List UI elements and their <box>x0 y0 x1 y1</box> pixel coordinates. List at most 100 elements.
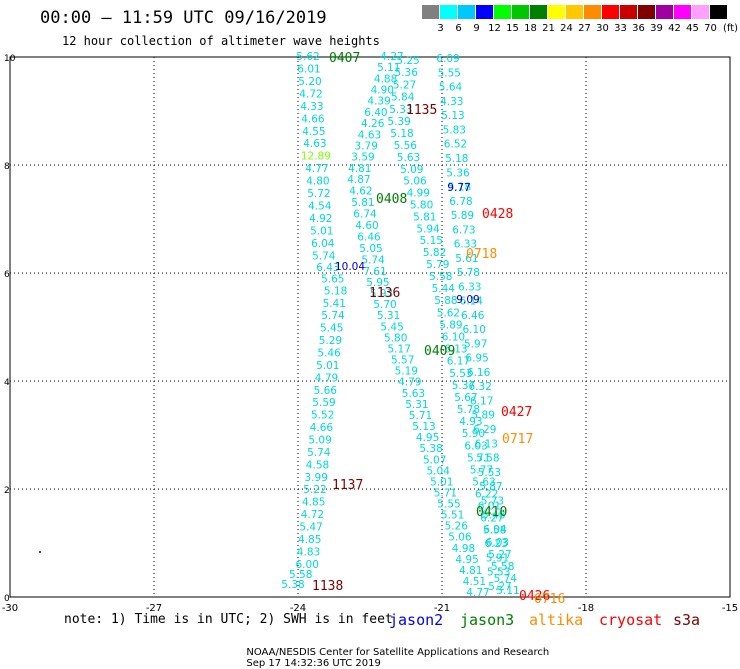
pass-label: 1138 <box>312 579 343 594</box>
track-value: 5.17 <box>388 344 411 356</box>
track-value: 5.39 <box>387 116 410 128</box>
track-value: 5.13 <box>412 421 435 433</box>
track-value: 6.23 <box>485 538 508 550</box>
track-value: 5.74 <box>312 250 336 262</box>
track-value: 4.27 <box>380 51 403 63</box>
timestamp-text: Sep 17 14:32:36 UTC 2019 <box>246 658 381 669</box>
track-value: 4.60 <box>355 220 378 232</box>
color-scale-label: 9 <box>473 23 480 34</box>
legend-item-altika: altika <box>529 611 584 629</box>
color-scale-swatch <box>548 5 565 19</box>
track-value: 5.89 <box>439 319 462 331</box>
track-value: 5.56 <box>394 140 418 152</box>
legend-item-cryosat: cryosat <box>599 611 663 629</box>
track-value: 5.94 <box>416 223 440 235</box>
track-value: 4.83 <box>297 546 320 558</box>
footnote: note: 1) Time is in UTC; 2) SWH is in fe… <box>64 612 393 627</box>
track-value: 5.55 <box>438 67 461 79</box>
track-value: 5.06 <box>403 176 427 188</box>
track-value: 5.47 <box>299 522 322 534</box>
track-value: 6.00 <box>296 559 319 571</box>
track-value: 5.88 <box>434 295 457 307</box>
track-value: 3.59 <box>351 152 374 164</box>
track-value: 5.05 <box>359 243 382 255</box>
track-value: 4.92 <box>309 213 332 225</box>
track-value: 5.77 <box>470 464 493 476</box>
y-tick-label: 10 <box>4 54 16 64</box>
color-scale-swatch <box>692 5 709 19</box>
track-value: 6.95 <box>465 353 488 365</box>
track-value: 5.71 <box>434 488 457 500</box>
track-value: 5.58 <box>289 569 312 581</box>
track-value: 5.84 <box>391 92 415 104</box>
track-value: 4.95 <box>416 432 439 444</box>
track-value: 5.78 <box>457 404 480 416</box>
color-scale-label: 39 <box>650 23 663 34</box>
track-value: 4.72 <box>299 88 322 100</box>
color-scale-swatch <box>422 5 439 19</box>
track-value: 5.44 <box>432 283 456 295</box>
track-value: 5.04 <box>427 465 451 477</box>
track-value: 5.13 <box>441 110 464 122</box>
track-value: 5.26 <box>445 521 469 533</box>
track-value: 6.03 <box>464 440 487 452</box>
track-value: 5.09 <box>308 435 331 447</box>
track-value: 7.61 <box>363 266 386 278</box>
color-scale-swatch <box>566 5 583 19</box>
track-value: 4.62 <box>349 186 372 198</box>
track-value: 4.51 <box>463 576 486 588</box>
track-value: 5.01 <box>430 476 453 488</box>
track-value: 6.14 <box>460 296 484 308</box>
track-value: 4.85 <box>302 497 325 509</box>
track-value: 6.01 <box>478 501 501 513</box>
color-scale-label: 36 <box>632 23 645 34</box>
track-value-highlight: 9.77 <box>447 182 470 194</box>
track-value: 5.27 <box>488 549 511 561</box>
pass-label: 0408 <box>376 192 407 207</box>
track-value: 5.82 <box>423 247 446 259</box>
track-value: 4.93 <box>459 416 482 428</box>
track-value: 5.36 <box>395 67 419 79</box>
track-value: 5.45 <box>320 323 343 335</box>
track-value: 5.79 <box>426 259 449 271</box>
track-value: 5.33 <box>389 104 412 116</box>
pass-label: 0717 <box>502 432 533 447</box>
track-value: 5.74 <box>307 447 331 459</box>
track-value: 4.90 <box>371 85 394 97</box>
x-tick-label: -30 <box>2 603 18 614</box>
track-value: 5.51 <box>441 510 464 522</box>
track-value: 5.31 <box>405 399 428 411</box>
track-value: 5.67 <box>454 392 477 404</box>
color-scale-swatch <box>584 5 601 19</box>
track-value: 6.74 <box>353 209 377 221</box>
track-value: 6.16 <box>467 367 491 379</box>
x-tick-label: -15 <box>722 603 738 614</box>
track-value: 4.85 <box>298 534 321 546</box>
track-value: 6.01 <box>297 64 320 76</box>
pass-label: 0716 <box>534 592 565 607</box>
track-value: 5.53 <box>487 567 510 579</box>
x-tick-label: -27 <box>146 603 162 614</box>
track-value: 6.32 <box>469 381 492 393</box>
track-value: 5.53 <box>478 467 501 479</box>
track-value: 5.66 <box>314 385 338 397</box>
track-value: 5.09 <box>400 164 423 176</box>
track-value: 4.81 <box>348 163 371 175</box>
track-value: 5.46 <box>317 348 341 360</box>
track-value: 5.45 <box>380 321 403 333</box>
track-value: 5.29 <box>319 335 342 347</box>
track-value: 4.39 <box>367 96 390 108</box>
track-value-highlight: 9.09 <box>456 294 479 306</box>
color-scale-label: 27 <box>578 23 591 34</box>
track-value: 5.22 <box>303 484 326 496</box>
track-value: 5.57 <box>391 355 414 367</box>
track-value: 5.55 <box>437 499 460 511</box>
track-value: 5.01 <box>316 360 339 372</box>
track-value: 5.11 <box>496 585 519 597</box>
track-value: 6.27 <box>480 513 503 525</box>
color-scale-label: 45 <box>686 23 699 34</box>
track-value: 5.65 <box>321 274 344 286</box>
track-value: 5.72 <box>307 188 330 200</box>
y-tick-label: 0 <box>4 594 10 604</box>
track-value: 5.63 <box>397 152 420 164</box>
